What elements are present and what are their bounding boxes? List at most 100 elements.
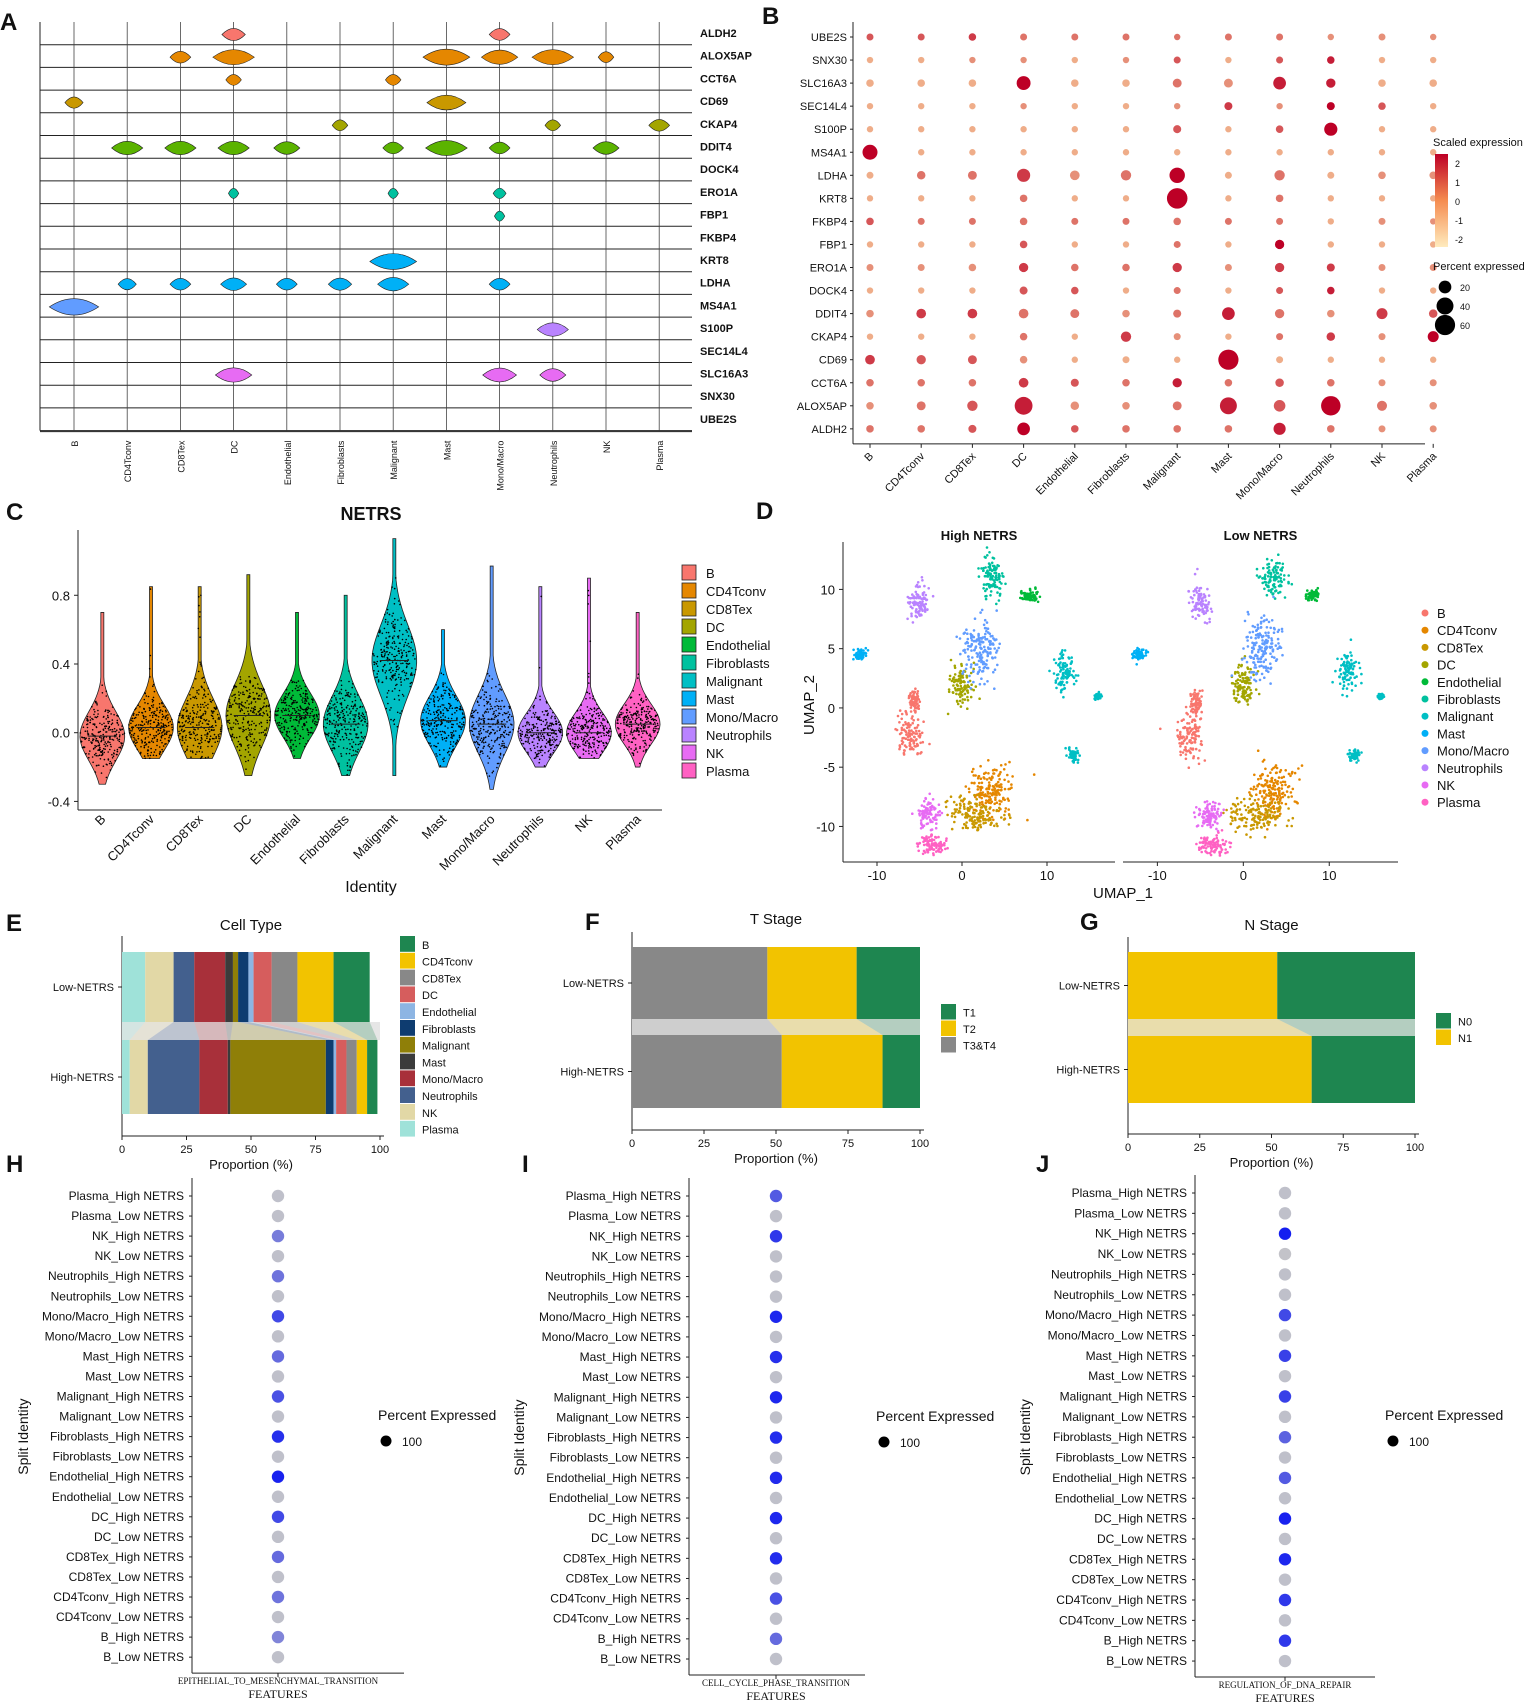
jitter-point [348,738,350,741]
jitter-point [282,707,285,710]
jitter-point [533,725,535,727]
jitter-point [297,680,300,682]
jitter-point [577,746,579,748]
jitter-point [652,729,655,731]
jitter-point [313,714,316,716]
jitter-point [97,755,99,757]
jitter-point [488,725,490,728]
jitter-point [94,771,97,773]
dot-mark [1173,240,1181,248]
jitter-point [532,712,535,714]
jitter-point [397,600,400,602]
jitter-point [219,733,221,735]
jitter-point [452,749,454,751]
jitter-point [647,705,650,708]
jitter-point [239,692,242,694]
jitter-point [383,654,386,657]
jitter-point [282,699,285,702]
umap-point [1076,674,1080,677]
violin-shape [488,28,511,41]
dot-mark [1222,307,1235,320]
violin-shape [79,612,126,785]
jitter-point [554,723,557,725]
jitter-point [537,718,539,721]
jitter-point [285,688,288,691]
jitter-point [119,728,121,730]
jitter-point [140,728,142,731]
jitter-point [592,725,594,727]
jitter-point [486,755,489,757]
jitter-point [385,676,388,678]
umap-point [1063,687,1066,690]
jitter-point [189,723,192,725]
umap-point [912,735,916,739]
jitter-point [623,717,626,719]
jitter-point [282,717,285,720]
jitter-point [546,710,548,712]
jitter-point [187,717,189,720]
jitter-point [208,741,210,744]
jitter-point [425,723,428,726]
jitter-point [341,706,343,709]
jitter-point [211,725,214,727]
jitter-point [433,705,436,708]
jitter-point [487,745,490,747]
umap-point [948,678,951,681]
jitter-point [406,665,408,667]
dot-mark [1273,76,1286,90]
umap-point [996,591,999,594]
umap-point [907,694,911,698]
jitter-point [400,662,402,665]
x-tick-label: CD8Tex [162,811,206,855]
jitter-point [204,712,207,715]
jitter-point [152,696,155,699]
jitter-point [617,722,619,725]
umap-point [979,611,982,614]
panel-letter-D: D [756,498,773,525]
jitter-point [486,703,488,705]
umap-point [905,733,908,736]
jitter-point [596,708,599,710]
dot-mark [1378,356,1386,363]
jitter-point [451,707,454,710]
jitter-point [110,713,112,715]
jitter-point [99,736,101,738]
jitter-point [116,750,119,753]
jitter-point [630,720,632,723]
jitter-point [576,737,579,739]
jitter-point [437,723,440,726]
jitter-point [385,644,388,646]
umap-point [911,702,914,705]
jitter-point [239,678,242,681]
jitter-point [353,754,355,756]
x-tick-label: DC [230,440,240,453]
jitter-point [242,726,245,728]
umap-point [993,802,996,806]
jitter-point [333,747,336,750]
jitter-point [304,710,307,712]
umap-point [1074,755,1077,758]
umap-point [972,820,975,824]
jitter-point [526,721,529,723]
jitter-point [452,723,455,726]
jitter-point [605,741,607,744]
umap-point [978,651,982,654]
jitter-point [336,730,338,733]
jitter-point [503,744,505,747]
jitter-point [357,715,360,718]
umap-point [1026,818,1029,822]
umap-point [951,677,955,681]
umap-point [996,663,999,667]
panel-letter-C: C [6,499,23,526]
dot-mark [1321,396,1341,416]
dot-mark [866,195,874,202]
jitter-point [348,759,351,761]
jitter-point [258,710,261,712]
umap-point [1008,814,1011,817]
umap-point [995,782,998,786]
jitter-point [618,714,621,716]
jitter-point [401,670,404,673]
jitter-point [619,716,621,718]
umap-point [920,731,924,735]
jitter-point [554,739,557,741]
